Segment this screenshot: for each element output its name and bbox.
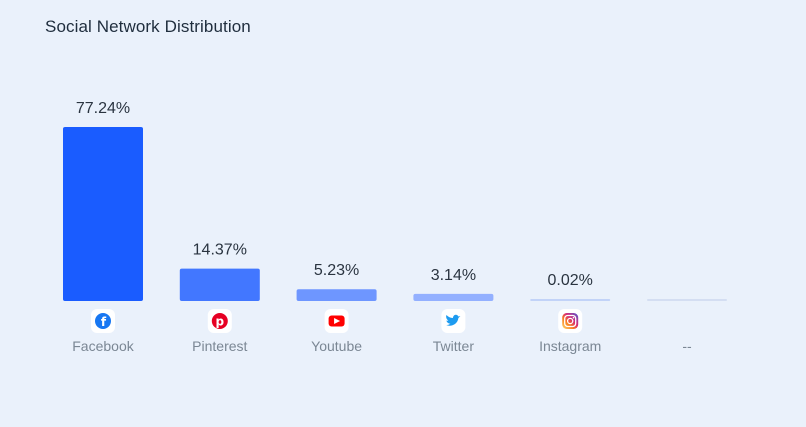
data-label-pinterest: 14.37% bbox=[193, 242, 247, 259]
bar-group-pinterest: 14.37% p Pinterest bbox=[179, 242, 260, 354]
category-label-instagram: Instagram bbox=[539, 338, 601, 354]
bar-instagram[interactable] bbox=[530, 299, 611, 301]
svg-text:p: p bbox=[216, 315, 225, 329]
bar-group-instagram: 0.02% Instagram bbox=[530, 272, 611, 354]
data-label-facebook: 77.24% bbox=[76, 100, 130, 117]
bar-group-youtube: 5.23% Youtube bbox=[296, 262, 377, 354]
data-label-youtube: 5.23% bbox=[314, 262, 359, 279]
category-label-pinterest: Pinterest bbox=[192, 338, 247, 354]
bar-pinterest[interactable] bbox=[179, 268, 260, 301]
youtube-icon bbox=[324, 309, 349, 333]
data-label-instagram: 0.02% bbox=[548, 272, 593, 289]
pinterest-icon: p bbox=[207, 309, 232, 333]
instagram-icon bbox=[558, 309, 583, 333]
facebook-icon: f bbox=[91, 309, 115, 333]
data-label-twitter: 3.14% bbox=[431, 267, 476, 284]
bar-youtube[interactable] bbox=[296, 289, 377, 301]
category-label-twitter: Twitter bbox=[433, 338, 475, 354]
bar-empty[interactable] bbox=[647, 299, 727, 301]
category-label-empty: -- bbox=[682, 338, 692, 354]
svg-text:f: f bbox=[101, 315, 107, 329]
category-label-youtube: Youtube bbox=[311, 338, 362, 354]
bar-facebook[interactable] bbox=[63, 127, 143, 301]
bar-group-facebook: 77.24% f Facebook bbox=[63, 100, 143, 354]
bar-twitter[interactable] bbox=[413, 293, 494, 301]
twitter-icon bbox=[441, 309, 466, 333]
chart-title: Social Network Distribution bbox=[45, 17, 251, 36]
bar-group-empty: -- bbox=[647, 299, 727, 354]
category-label-facebook: Facebook bbox=[72, 338, 134, 354]
bar-group-twitter: 3.14% Twitter bbox=[413, 267, 494, 354]
